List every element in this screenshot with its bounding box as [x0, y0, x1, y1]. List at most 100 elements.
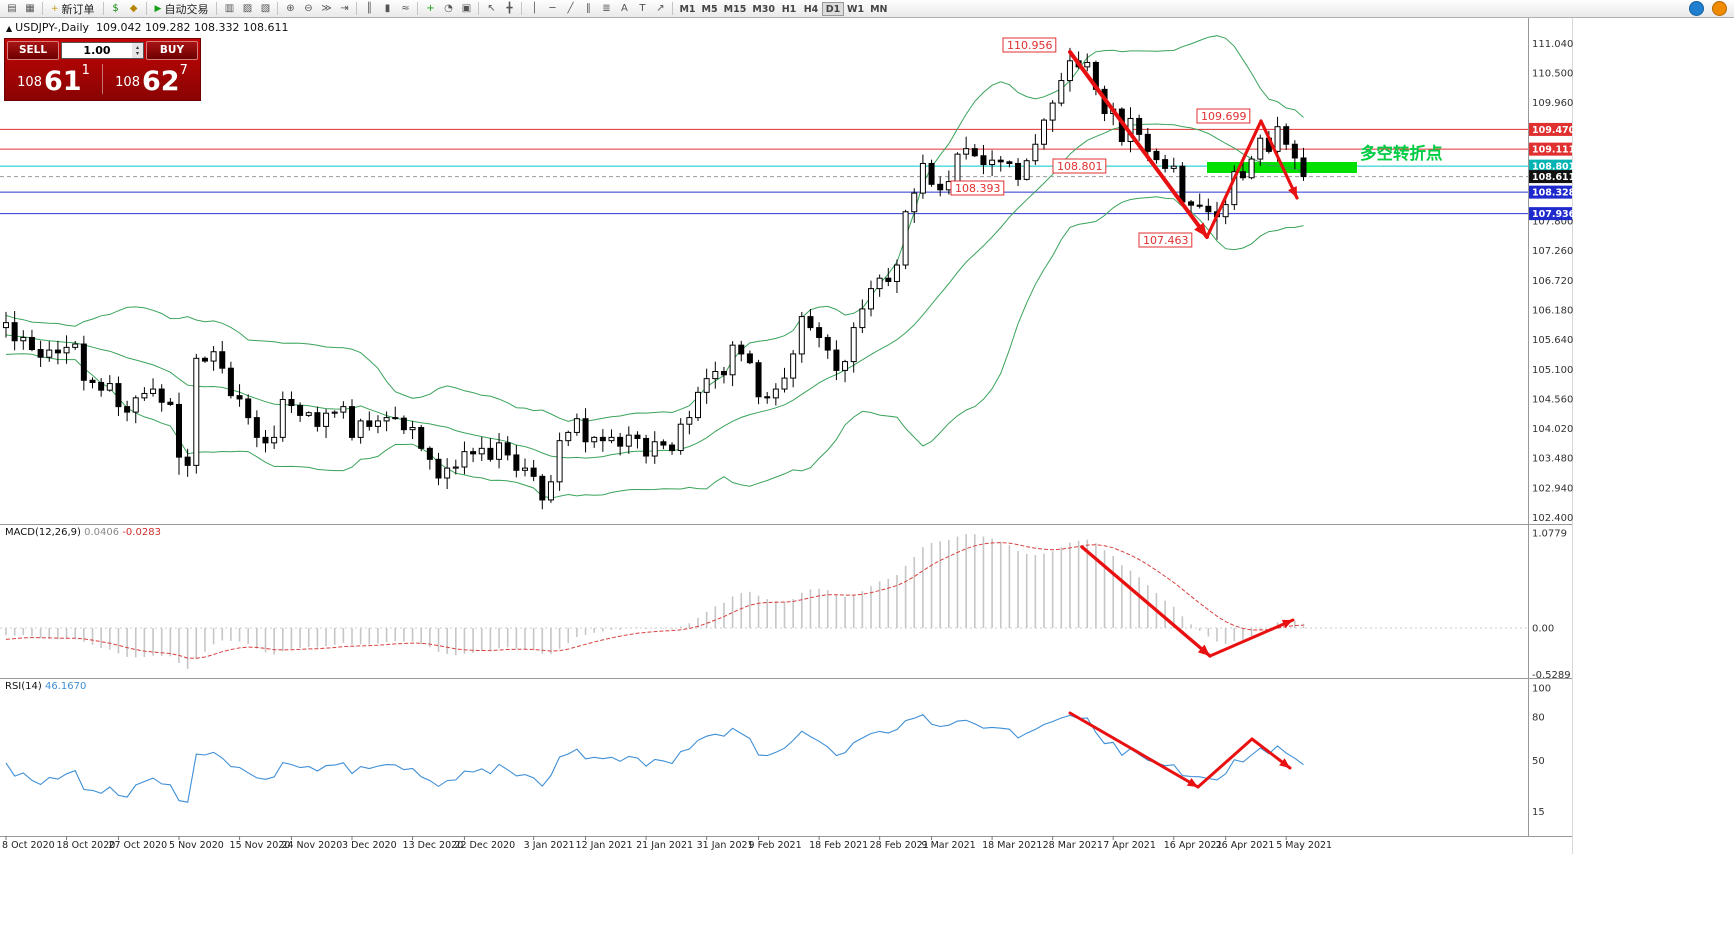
- auto-scroll-icon[interactable]: ≫: [321, 3, 332, 14]
- timeframe-m30[interactable]: M30: [752, 3, 775, 15]
- toolbar-separator: [356, 2, 358, 15]
- zoom-in-icon[interactable]: ⊕: [286, 3, 295, 14]
- price-annotation-108.801[interactable]: 108.801: [1052, 158, 1107, 174]
- toolbar-separator: [478, 2, 480, 15]
- chart-profiles-icon[interactable]: ▦: [25, 3, 35, 14]
- timeframe-h1[interactable]: H1: [781, 3, 797, 15]
- horizontal-line-icon[interactable]: ─: [549, 3, 556, 14]
- new-chart-icon[interactable]: ▤: [7, 3, 17, 14]
- volume-input[interactable]: 1.00 ▴ ▾: [61, 42, 144, 59]
- arrows-tool-icon[interactable]: ↗: [656, 3, 665, 14]
- svg-text:0.00: 0.00: [1532, 624, 1554, 635]
- price-annotation-110.956[interactable]: 110.956: [1002, 37, 1057, 53]
- svg-text:22 Dec 2020: 22 Dec 2020: [454, 840, 515, 851]
- svg-text:108.801: 108.801: [1057, 160, 1103, 173]
- trend-arrow-main[interactable]: [1068, 50, 1209, 239]
- toolbar-separator: [672, 2, 674, 15]
- trendline-icon[interactable]: ╱: [567, 3, 574, 14]
- new-order-button[interactable]: + 新订单: [46, 1, 100, 16]
- svg-text:8 Oct 2020: 8 Oct 2020: [2, 840, 55, 851]
- candlestick-chart-icon[interactable]: ▮: [384, 3, 391, 14]
- timeframe-m1[interactable]: M1: [679, 3, 696, 15]
- svg-text:107.463: 107.463: [1143, 234, 1189, 247]
- svg-text:103.480: 103.480: [1532, 454, 1573, 465]
- svg-text:109.960: 109.960: [1532, 98, 1573, 109]
- bid-price-big: 61: [43, 66, 82, 97]
- svg-text:105.100: 105.100: [1532, 365, 1573, 376]
- trend-arrow-macd[interactable]: [1208, 618, 1295, 658]
- svg-text:27 Oct 2020: 27 Oct 2020: [108, 840, 167, 851]
- svg-text:28 Mar 2021: 28 Mar 2021: [1043, 840, 1103, 851]
- sell-button[interactable]: SELL: [7, 41, 59, 60]
- volume-down-icon[interactable]: ▾: [135, 49, 139, 57]
- price-scale[interactable]: 111.040 110.500 109.960 107.800 107.260 106.7…: [1529, 39, 1576, 818]
- price-annotation-108.393[interactable]: 108.393: [950, 180, 1005, 196]
- svg-text:106.180: 106.180: [1532, 306, 1573, 317]
- notifications-icon[interactable]: [1712, 1, 1727, 16]
- autotrading-button[interactable]: ▶ 自动交易: [150, 1, 214, 16]
- buy-price-button[interactable]: 108 62 7: [103, 60, 200, 98]
- buy-button[interactable]: BUY: [146, 41, 198, 60]
- trend-arrow-main[interactable]: [1259, 119, 1299, 200]
- svg-text:9 Feb 2021: 9 Feb 2021: [749, 840, 802, 851]
- svg-text:24 Nov 2020: 24 Nov 2020: [281, 840, 342, 851]
- price-annotation-109.699[interactable]: 109.699: [1196, 108, 1251, 124]
- text-label-icon[interactable]: T: [639, 3, 646, 14]
- trend-arrow-main[interactable]: [1205, 119, 1263, 239]
- ask-price-prefix: 108: [115, 75, 140, 90]
- macd-name: MACD(12,26,9): [5, 527, 81, 538]
- arrange-windows-icon[interactable]: ▥: [224, 3, 235, 14]
- volume-stepper[interactable]: ▴ ▾: [132, 43, 143, 58]
- tile-windows-icon[interactable]: ▨: [242, 3, 253, 14]
- toolbar-separator: [521, 2, 523, 15]
- deposit-funds-icon[interactable]: $: [112, 3, 119, 14]
- svg-text:109.470: 109.470: [1532, 125, 1576, 136]
- svg-text:18 Mar 2021: 18 Mar 2021: [982, 840, 1042, 851]
- volume-up-icon[interactable]: ▴: [135, 43, 139, 51]
- price-badge-107.936: [1529, 207, 1572, 221]
- toolbar-separator: [216, 2, 218, 15]
- vertical-line-icon[interactable]: │: [531, 3, 538, 14]
- turning-point-label[interactable]: 多空转折点: [1360, 144, 1443, 163]
- periods-icon[interactable]: ◔: [444, 3, 453, 14]
- price-badge-108.611: [1529, 170, 1572, 184]
- timeframe-w1[interactable]: W1: [847, 3, 865, 15]
- crosshair-icon[interactable]: ╋: [506, 3, 513, 14]
- text-icon[interactable]: A: [621, 3, 628, 14]
- trend-arrow-rsi[interactable]: [1068, 711, 1200, 789]
- cursor-icon[interactable]: ↖: [487, 3, 496, 14]
- timeframe-h4[interactable]: H4: [803, 3, 819, 15]
- svg-text:3 Jan 2021: 3 Jan 2021: [524, 840, 575, 851]
- mql5-community-icon[interactable]: [1689, 1, 1704, 16]
- chart-canvas[interactable]: 110.956 109.699 108.801 108.393 107.463 111.0…: [0, 18, 1734, 940]
- svg-text:110.500: 110.500: [1532, 68, 1573, 79]
- line-chart-icon[interactable]: ≈: [401, 3, 410, 14]
- timeframe-m5[interactable]: M5: [701, 3, 718, 15]
- svg-text:5 Nov 2020: 5 Nov 2020: [169, 840, 224, 851]
- trend-arrow-rsi[interactable]: [1250, 737, 1292, 770]
- timeframe-d1[interactable]: D1: [822, 1, 844, 16]
- svg-text:107.800: 107.800: [1532, 217, 1573, 228]
- sell-price-button[interactable]: 108 61 1: [5, 60, 102, 98]
- indicators-icon[interactable]: +: [426, 3, 435, 14]
- svg-text:108.393: 108.393: [955, 182, 1001, 195]
- fibonacci-icon[interactable]: ≣: [602, 3, 611, 14]
- rsi-value: 46.1670: [44, 681, 87, 692]
- timeframe-mn[interactable]: MN: [870, 3, 888, 15]
- bar-chart-icon[interactable]: ║: [366, 3, 373, 14]
- price-annotation-107.463[interactable]: 107.463: [1138, 232, 1193, 248]
- trend-arrow-rsi[interactable]: [1196, 737, 1254, 789]
- templates-icon[interactable]: ▣: [461, 3, 472, 14]
- svg-text:26 Apr 2021: 26 Apr 2021: [1216, 840, 1275, 851]
- mql5-services-icon[interactable]: ◆: [129, 3, 138, 14]
- trend-arrow-macd[interactable]: [1080, 545, 1212, 658]
- svg-text:15: 15: [1532, 807, 1545, 818]
- oneclick-toggle-icon[interactable]: ▲: [6, 24, 13, 33]
- chart-shift-icon[interactable]: ⇥: [340, 3, 349, 14]
- channel-icon[interactable]: ∥: [585, 3, 591, 14]
- timeframe-m15[interactable]: M15: [723, 3, 747, 15]
- cascade-windows-icon[interactable]: ▧: [260, 3, 271, 14]
- zoom-out-icon[interactable]: ⊖: [304, 3, 313, 14]
